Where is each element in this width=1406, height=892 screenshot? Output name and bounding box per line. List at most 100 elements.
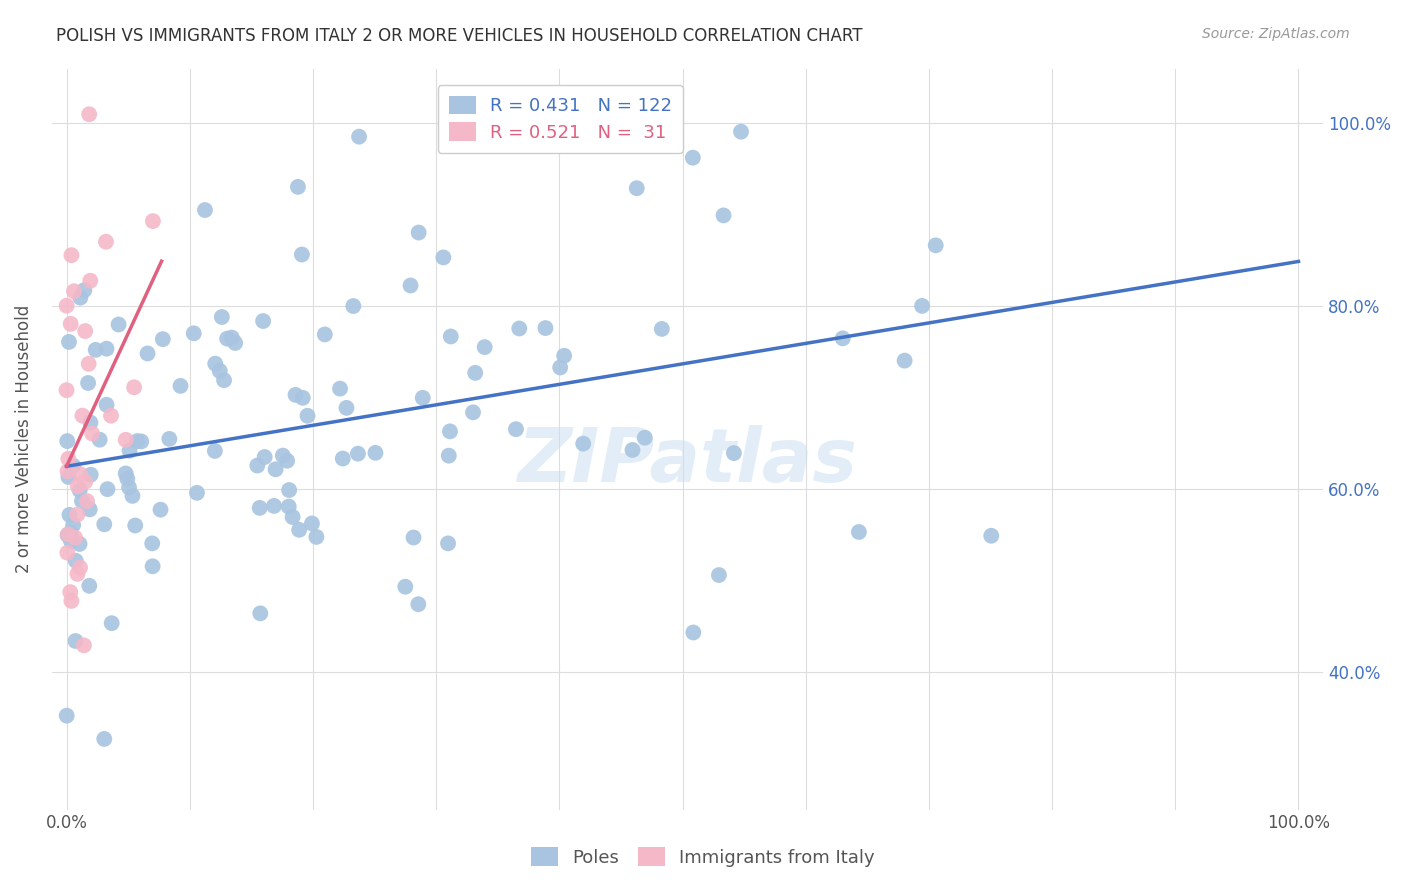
Point	[342, 299, 364, 313]
Point	[224, 335, 246, 350]
Point	[62, 458, 84, 473]
Point	[412, 391, 434, 405]
Point	[183, 326, 205, 341]
Point	[252, 314, 274, 328]
Point	[69, 560, 91, 574]
Point	[69, 537, 91, 551]
Point	[464, 366, 486, 380]
Point	[77, 357, 100, 371]
Point	[364, 446, 387, 460]
Point	[211, 310, 233, 324]
Point	[56, 546, 79, 560]
Point	[79, 579, 101, 593]
Point	[55, 383, 77, 397]
Point	[84, 343, 107, 357]
Point	[65, 634, 87, 648]
Point	[127, 434, 149, 448]
Point	[66, 508, 89, 522]
Point	[329, 382, 352, 396]
Point	[980, 529, 1002, 543]
Point	[62, 518, 84, 533]
Text: POLISH VS IMMIGRANTS FROM ITALY 2 OR MORE VEHICLES IN HOUSEHOLD CORRELATION CHAR: POLISH VS IMMIGRANTS FROM ITALY 2 OR MOR…	[56, 27, 863, 45]
Point	[157, 432, 180, 446]
Point	[831, 331, 853, 345]
Point	[848, 524, 870, 539]
Point	[402, 531, 425, 545]
Point	[249, 607, 271, 621]
Point	[221, 330, 243, 344]
Point	[122, 380, 145, 394]
Point	[59, 317, 82, 331]
Point	[437, 536, 460, 550]
Point	[94, 235, 117, 249]
Point	[69, 291, 91, 305]
Point	[69, 467, 91, 482]
Point	[314, 327, 336, 342]
Point	[56, 527, 79, 541]
Point	[77, 376, 100, 390]
Point	[281, 510, 304, 524]
Point	[59, 585, 82, 599]
Point	[65, 554, 87, 568]
Point	[399, 278, 422, 293]
Point	[75, 324, 97, 338]
Point	[287, 180, 309, 194]
Point	[263, 499, 285, 513]
Point	[100, 409, 122, 423]
Point	[548, 360, 571, 375]
Point	[284, 388, 307, 402]
Legend: Poles, Immigrants from Italy: Poles, Immigrants from Italy	[524, 840, 882, 874]
Point	[347, 447, 370, 461]
Y-axis label: 2 or more Vehicles in Household: 2 or more Vehicles in Household	[15, 305, 32, 574]
Point	[58, 470, 80, 484]
Point	[194, 202, 217, 217]
Point	[55, 708, 77, 723]
Point	[925, 238, 948, 252]
Point	[66, 566, 89, 581]
Point	[682, 625, 704, 640]
Point	[439, 425, 461, 439]
Point	[96, 398, 118, 412]
Point	[59, 525, 82, 540]
Point	[572, 436, 595, 450]
Point	[79, 416, 101, 430]
Point	[208, 364, 231, 378]
Point	[114, 467, 136, 481]
Point	[505, 422, 527, 436]
Point	[651, 322, 673, 336]
Point	[93, 517, 115, 532]
Legend: R = 0.431   N = 122, R = 0.521   N =  31: R = 0.431 N = 122, R = 0.521 N = 31	[437, 85, 683, 153]
Point	[66, 479, 89, 493]
Point	[107, 318, 129, 332]
Point	[408, 597, 430, 611]
Point	[297, 409, 319, 423]
Point	[63, 531, 86, 545]
Point	[141, 536, 163, 550]
Point	[347, 129, 370, 144]
Point	[204, 444, 226, 458]
Text: ZIPatlas: ZIPatlas	[517, 425, 858, 498]
Point	[100, 616, 122, 631]
Point	[723, 446, 745, 460]
Point	[72, 409, 94, 423]
Point	[56, 434, 79, 448]
Point	[80, 467, 103, 482]
Point	[682, 151, 704, 165]
Point	[461, 405, 484, 419]
Point	[82, 426, 104, 441]
Point	[56, 464, 79, 478]
Point	[301, 516, 323, 531]
Point	[634, 431, 657, 445]
Point	[437, 449, 460, 463]
Point	[56, 528, 79, 542]
Point	[58, 451, 80, 466]
Point	[169, 379, 191, 393]
Point	[264, 462, 287, 476]
Point	[408, 226, 430, 240]
Point	[118, 443, 141, 458]
Point	[70, 494, 93, 508]
Point	[73, 283, 96, 297]
Point	[553, 349, 575, 363]
Point	[79, 502, 101, 516]
Point	[394, 580, 416, 594]
